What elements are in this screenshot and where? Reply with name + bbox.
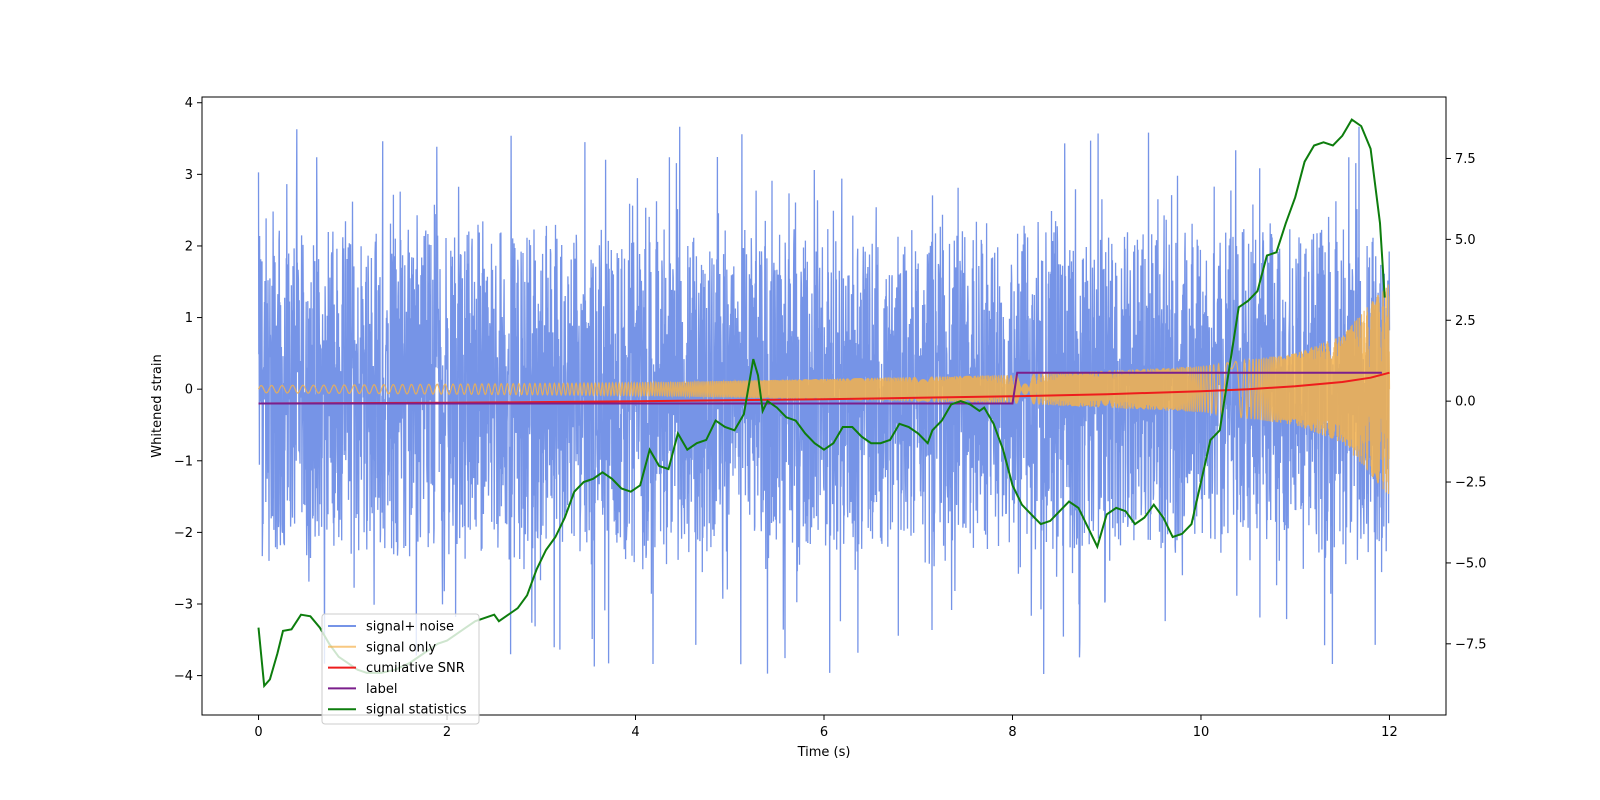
- plot-series: [257, 118, 1391, 689]
- legend: signal+ noise signal only cumilative SNR la…: [321, 613, 480, 725]
- y-axis: 4 3 2 1 0 −1 −2 −3 −4: [174, 96, 202, 684]
- x-tick-label: 0: [254, 725, 262, 740]
- y-tick-label: 1: [185, 311, 193, 326]
- y2-tick-label: −5.0: [1455, 556, 1487, 571]
- x-tick-label: 6: [820, 725, 828, 740]
- x-tick-label: 12: [1381, 725, 1398, 740]
- y-axis-label: Whitened strain: [150, 354, 165, 457]
- y-tick-label: −2: [174, 526, 193, 541]
- series-label: [258, 371, 1382, 405]
- y-tick-label: 4: [185, 96, 193, 111]
- series-cumulative-snr: [258, 371, 1390, 405]
- y-tick-label: −1: [174, 454, 193, 469]
- y-tick-label: 0: [185, 383, 193, 398]
- y2-tick-label: 0.0: [1455, 395, 1476, 410]
- y-tick-label: 2: [185, 239, 193, 254]
- x-tick-label: 2: [443, 725, 451, 740]
- y2-tick-label: −7.5: [1455, 637, 1487, 652]
- legend-box: [321, 613, 480, 725]
- y2-tick-label: 5.0: [1455, 233, 1476, 248]
- y-tick-label: −3: [174, 598, 193, 613]
- legend-label: cumilative SNR: [366, 661, 465, 676]
- x-tick-label: 10: [1193, 725, 1210, 740]
- x-tick-label: 8: [1008, 725, 1016, 740]
- legend-label: signal only: [366, 640, 436, 655]
- y2-axis: 7.5 5.0 2.5 0.0 −2.5 −5.0 −7.5: [1446, 152, 1487, 652]
- legend-label: signal statistics: [366, 703, 467, 718]
- y2-tick-label: 2.5: [1455, 314, 1476, 329]
- y2-tick-label: −2.5: [1455, 476, 1487, 491]
- legend-label: label: [366, 682, 397, 697]
- series-signal-noise: [257, 126, 1391, 675]
- legend-label: signal+ noise: [366, 620, 454, 635]
- x-tick-label: 4: [631, 725, 639, 740]
- y-tick-label: 3: [185, 168, 193, 183]
- y2-tick-label: 7.5: [1455, 152, 1476, 167]
- x-axis-label: Time (s): [797, 745, 851, 760]
- y-tick-label: −4: [174, 669, 193, 684]
- series-signal-only: [257, 284, 1391, 495]
